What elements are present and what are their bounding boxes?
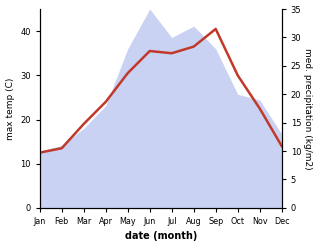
Y-axis label: med. precipitation (kg/m2): med. precipitation (kg/m2) <box>303 48 313 169</box>
Y-axis label: max temp (C): max temp (C) <box>5 77 15 140</box>
X-axis label: date (month): date (month) <box>125 231 197 242</box>
